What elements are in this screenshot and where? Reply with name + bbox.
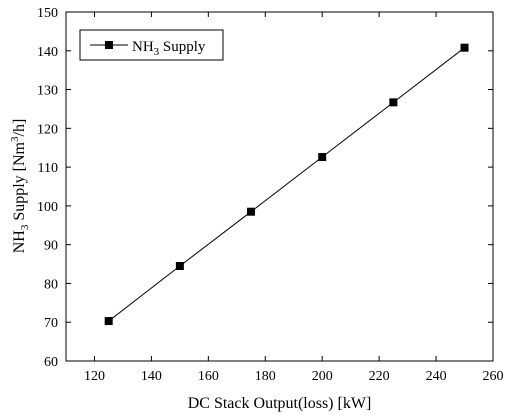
legend: NH3 Supply [79, 29, 224, 61]
data-point-marker [389, 98, 398, 107]
y-tick-label: 110 [38, 161, 58, 176]
x-tick-label: 180 [255, 369, 276, 384]
y-tick-label: 150 [37, 6, 58, 21]
data-point-marker [175, 261, 184, 270]
series-line [108, 47, 465, 322]
x-tick-label: 220 [369, 369, 390, 384]
x-axis: 120 140 160 180 200 220 240 260 [84, 12, 504, 384]
data-point-marker [318, 153, 327, 162]
series-layer [104, 43, 469, 326]
y-tick-label: 80 [44, 277, 58, 292]
y-tick-label: 130 [37, 84, 58, 99]
x-tick-label: 140 [141, 369, 162, 384]
x-tick-label: 200 [312, 369, 333, 384]
y-axis: 60 70 80 90 100 110 120 130 140 150 [37, 6, 493, 370]
y-tick-label: 140 [37, 45, 58, 60]
x-tick-label: 240 [426, 369, 447, 384]
x-tick-label: 160 [198, 369, 219, 384]
data-point-marker [460, 43, 469, 52]
y-tick-label: 120 [37, 122, 58, 137]
data-point-marker [247, 207, 256, 216]
x-axis-title: DC Stack Output(loss) [kW] [188, 395, 372, 412]
x-tick-label: 120 [84, 369, 105, 384]
y-tick-label: 60 [44, 355, 58, 370]
plot-frame [65, 11, 494, 362]
legend-square-marker [105, 41, 113, 49]
y-tick-label: 100 [37, 200, 58, 215]
data-point-marker [104, 317, 113, 326]
y-tick-label: 70 [44, 316, 58, 331]
y-axis-title: NH3 Supply [Nm3/h] [9, 119, 31, 254]
legend-label: NH3 Supply [132, 39, 206, 58]
y-tick-label: 90 [44, 239, 58, 254]
x-tick-label: 260 [483, 369, 504, 384]
